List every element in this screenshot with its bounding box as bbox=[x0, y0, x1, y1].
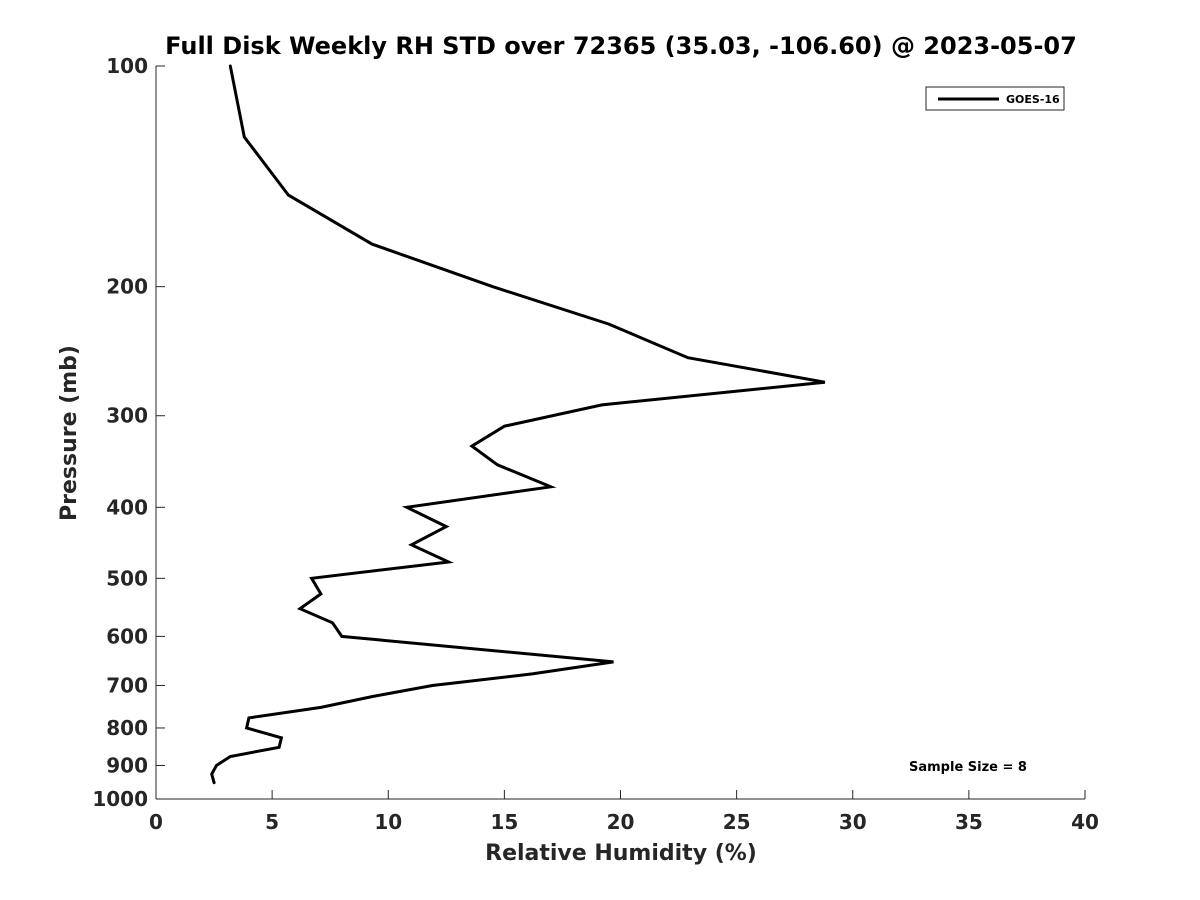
x-tick-label: 20 bbox=[607, 810, 635, 834]
x-tick-label: 35 bbox=[955, 810, 983, 834]
x-tick-label: 30 bbox=[839, 810, 867, 834]
x-tick-label: 25 bbox=[723, 810, 751, 834]
y-tick-label: 800 bbox=[106, 716, 148, 740]
x-tick-label: 10 bbox=[374, 810, 402, 834]
series-layer bbox=[210, 64, 826, 785]
y-axis-label: Pressure (mb) bbox=[57, 345, 82, 521]
x-tick-label: 5 bbox=[265, 810, 279, 834]
y-tick-label: 1000 bbox=[92, 787, 148, 811]
x-axis-label: Relative Humidity (%) bbox=[485, 841, 757, 866]
y-tick-label: 500 bbox=[106, 566, 148, 590]
y-tick-label: 700 bbox=[106, 673, 148, 697]
y-tick-label: 600 bbox=[106, 624, 148, 648]
chart-title: Full Disk Weekly RH STD over 72365 (35.0… bbox=[165, 32, 1077, 60]
y-tick-label: 300 bbox=[106, 404, 148, 428]
x-tick-label: 40 bbox=[1071, 810, 1099, 834]
y-tick-label: 400 bbox=[106, 495, 148, 519]
y-ticks: 100 200 300 400 500 600 700 800 900 1000 bbox=[92, 54, 165, 811]
sample-size-annotation: Sample Size = 8 bbox=[909, 760, 1027, 775]
legend-label-goes-16: GOES-16 bbox=[1006, 93, 1060, 106]
x-ticks: 0 5 10 15 20 25 30 35 40 bbox=[149, 790, 1099, 834]
x-tick-label: 0 bbox=[149, 810, 163, 834]
y-tick-label: 200 bbox=[106, 275, 148, 299]
y-tick-label: 900 bbox=[106, 753, 148, 777]
legend: GOES-16 bbox=[925, 86, 1065, 111]
y-tick-label: 100 bbox=[106, 54, 148, 78]
x-tick-label: 15 bbox=[490, 810, 518, 834]
